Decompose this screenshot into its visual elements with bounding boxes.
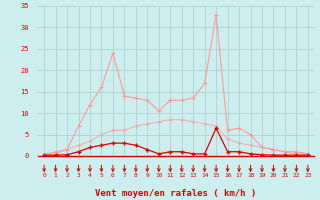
X-axis label: Vent moyen/en rafales ( km/h ): Vent moyen/en rafales ( km/h ) (95, 189, 257, 198)
